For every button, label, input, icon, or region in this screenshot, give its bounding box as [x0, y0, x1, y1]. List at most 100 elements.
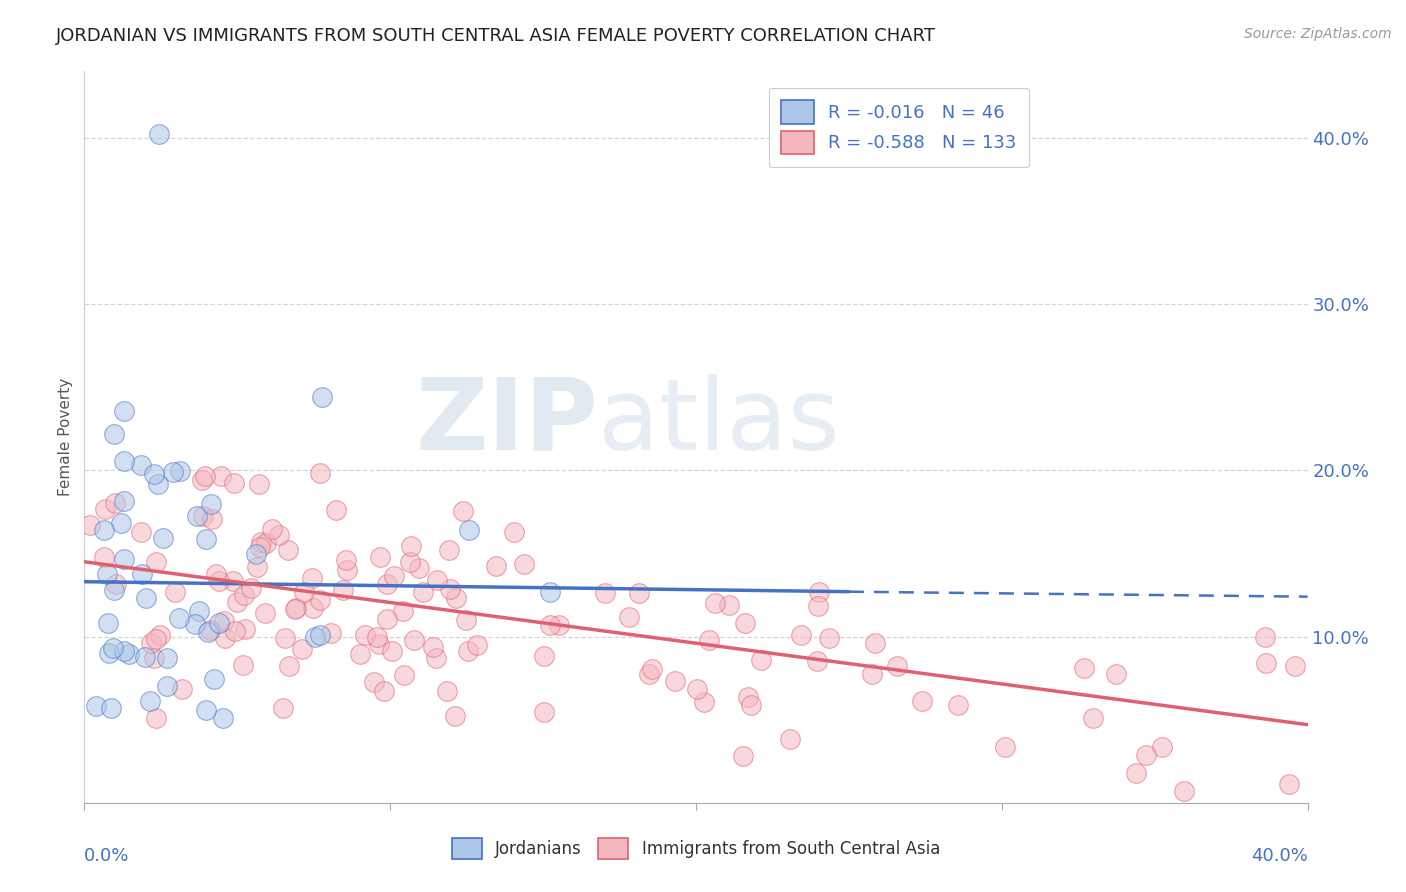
Point	[273, 631, 295, 645]
Point	[101, 640, 124, 655]
Point	[366, 630, 388, 644]
Point	[291, 642, 314, 657]
Point	[354, 628, 377, 642]
Point	[693, 695, 716, 709]
Point	[818, 632, 841, 646]
Point	[368, 637, 391, 651]
Point	[278, 659, 301, 673]
Point	[139, 694, 162, 708]
Point	[485, 559, 508, 574]
Point	[790, 628, 813, 642]
Point	[193, 509, 215, 524]
Point	[152, 531, 174, 545]
Point	[1135, 748, 1157, 763]
Point	[195, 703, 218, 717]
Point	[131, 567, 153, 582]
Point	[93, 523, 115, 537]
Point	[232, 658, 254, 673]
Point	[1284, 658, 1306, 673]
Point	[617, 609, 640, 624]
Point	[148, 128, 170, 142]
Point	[717, 599, 740, 613]
Point	[538, 618, 561, 632]
Point	[444, 591, 467, 605]
Point	[533, 705, 555, 719]
Point	[103, 427, 125, 442]
Point	[135, 591, 157, 606]
Legend: Jordanians, Immigrants from South Central Asia: Jordanians, Immigrants from South Centra…	[443, 830, 949, 868]
Point	[172, 682, 194, 697]
Point	[184, 616, 207, 631]
Point	[731, 748, 754, 763]
Text: atlas: atlas	[598, 374, 839, 471]
Point	[240, 581, 263, 595]
Point	[156, 679, 179, 693]
Point	[98, 646, 121, 660]
Point	[1152, 740, 1174, 755]
Point	[311, 390, 333, 404]
Y-axis label: Female Poverty: Female Poverty	[58, 378, 73, 496]
Point	[277, 543, 299, 558]
Point	[167, 611, 190, 625]
Point	[664, 674, 686, 689]
Point	[118, 647, 141, 661]
Point	[187, 604, 209, 618]
Point	[169, 464, 191, 478]
Point	[408, 560, 430, 574]
Point	[149, 628, 172, 642]
Point	[222, 476, 245, 491]
Point	[426, 573, 449, 587]
Point	[1278, 777, 1301, 791]
Point	[806, 654, 828, 668]
Point	[686, 682, 709, 697]
Point	[146, 477, 169, 491]
Point	[457, 523, 479, 537]
Point	[304, 630, 326, 644]
Point	[162, 465, 184, 479]
Point	[734, 616, 756, 631]
Point	[412, 584, 434, 599]
Point	[807, 599, 830, 613]
Point	[513, 557, 536, 571]
Point	[335, 553, 357, 567]
Point	[392, 668, 415, 682]
Text: ZIP: ZIP	[415, 374, 598, 471]
Point	[200, 497, 222, 511]
Point	[134, 650, 156, 665]
Point	[994, 739, 1017, 754]
Point	[145, 556, 167, 570]
Point	[308, 593, 330, 607]
Point	[538, 585, 561, 599]
Point	[112, 552, 135, 566]
Point	[503, 525, 526, 540]
Point	[349, 647, 371, 661]
Text: 0.0%: 0.0%	[84, 847, 129, 864]
Point	[143, 467, 166, 482]
Point	[465, 638, 488, 652]
Point	[193, 468, 215, 483]
Point	[740, 698, 762, 712]
Point	[254, 606, 277, 620]
Point	[250, 534, 273, 549]
Point	[1173, 784, 1195, 798]
Point	[1125, 765, 1147, 780]
Point	[84, 698, 107, 713]
Point	[392, 604, 415, 618]
Point	[292, 585, 315, 599]
Point	[142, 651, 165, 665]
Point	[233, 622, 256, 636]
Point	[308, 628, 330, 642]
Point	[285, 601, 308, 615]
Point	[112, 644, 135, 658]
Point	[163, 584, 186, 599]
Point	[96, 567, 118, 582]
Point	[112, 404, 135, 418]
Point	[886, 659, 908, 673]
Point	[284, 602, 307, 616]
Point	[704, 596, 727, 610]
Point	[233, 588, 256, 602]
Point	[214, 614, 236, 628]
Point	[209, 468, 232, 483]
Point	[105, 577, 128, 591]
Point	[301, 600, 323, 615]
